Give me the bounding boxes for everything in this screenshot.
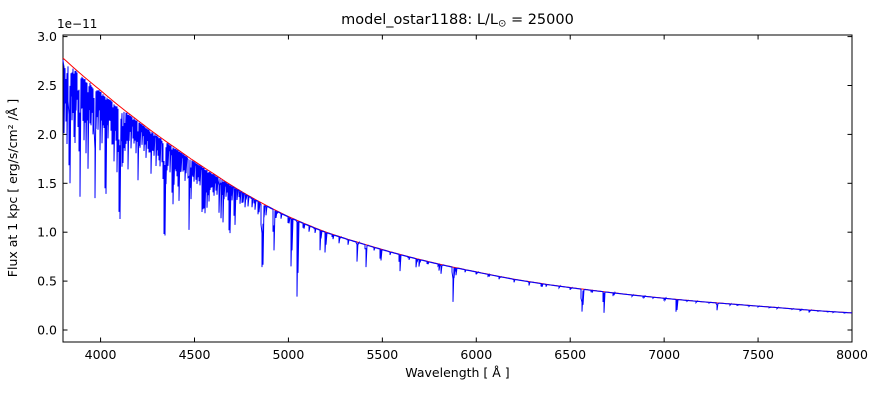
x-tick-label: 7000	[648, 347, 680, 362]
y-tick-label: 2.5	[37, 78, 57, 93]
x-tick-label: 5000	[273, 347, 305, 362]
x-tick-label: 6500	[554, 347, 586, 362]
y-tick-label: 3.0	[37, 29, 57, 44]
y-tick-label: 1.5	[37, 176, 57, 191]
axes-frame	[62, 34, 853, 343]
spectrum-line	[62, 59, 852, 314]
plot-area: 4000 4500 5000 5500 6000 6500 7000 7500 8000 0.0 0…	[37, 29, 868, 362]
x-tick-label: 6000	[460, 347, 492, 362]
chart-title: model_ostar1188: L/L⊙ = 25000	[341, 12, 574, 30]
x-tick-label: 5500	[366, 347, 398, 362]
y-tick-label: 0.5	[37, 274, 57, 289]
continuum-line	[62, 57, 853, 314]
x-axis-label: Wavelength [ Å ]	[405, 365, 509, 380]
y-offset-label: 1e−11	[57, 17, 97, 31]
y-axis-label: Flux at 1 kpc [ erg/s/cm² /Å ]	[5, 99, 20, 277]
x-tick-label: 4000	[85, 347, 117, 362]
x-tick-label: 7500	[742, 347, 774, 362]
y-tick-label: 2.0	[37, 127, 57, 142]
x-tick-label: 8000	[836, 347, 868, 362]
y-tick-label: 1.0	[37, 225, 57, 240]
y-tick-label: 0.0	[37, 323, 57, 338]
x-tick-label: 4500	[179, 347, 211, 362]
